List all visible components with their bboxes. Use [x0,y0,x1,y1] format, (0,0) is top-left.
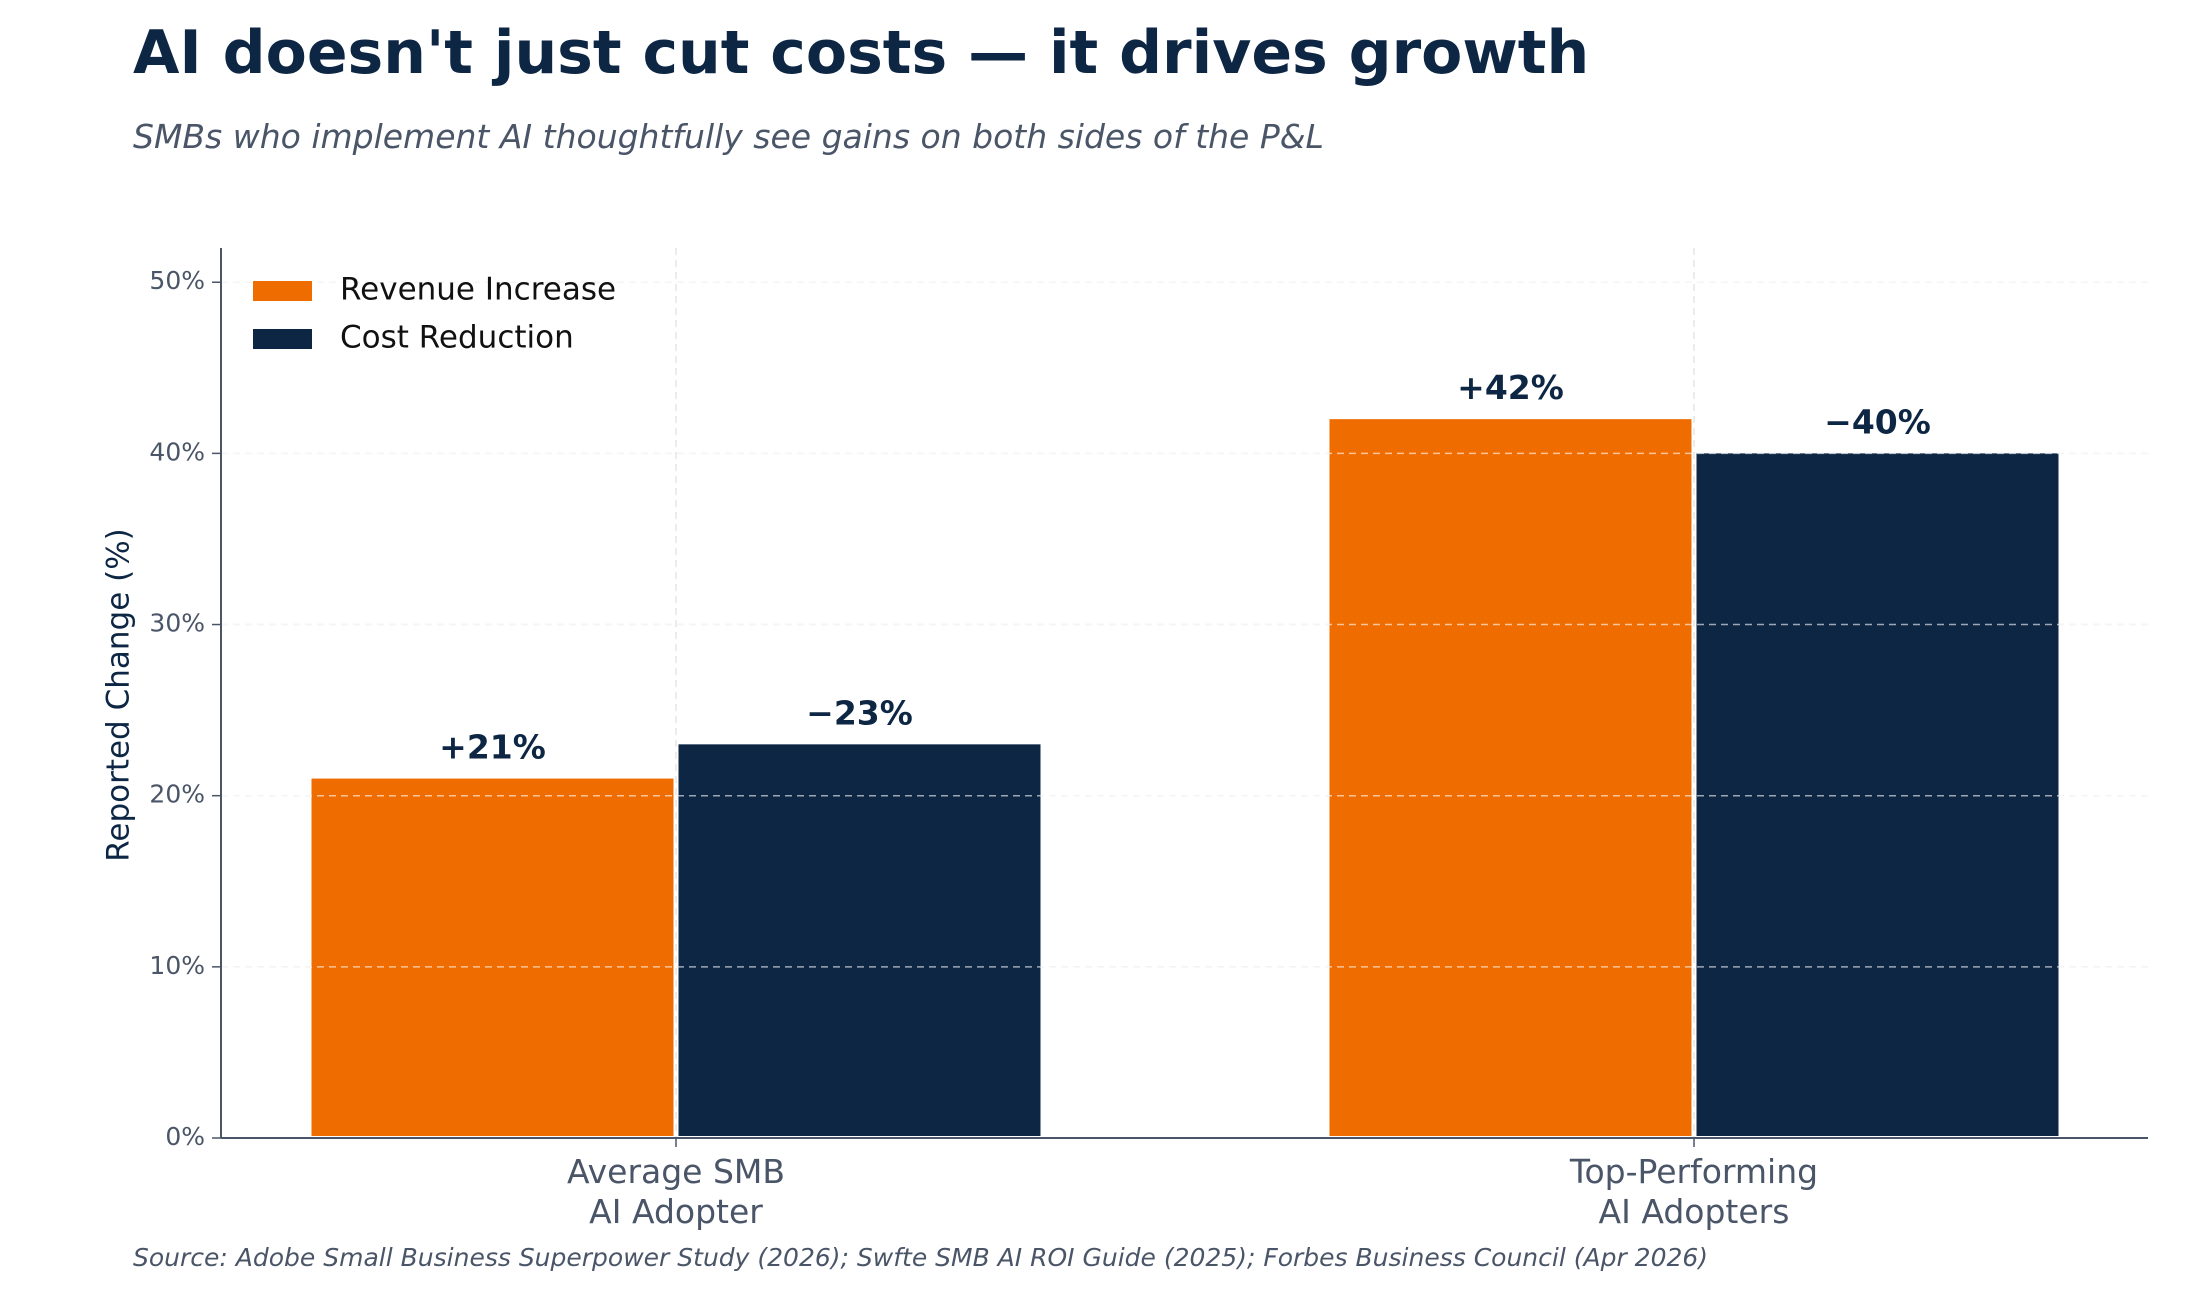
chart-title: AI doesn't just cut costs — it drives gr… [133,18,1590,88]
y-tick-label: 20% [149,780,205,809]
y-tick-label: 30% [149,609,205,638]
legend-swatch [253,329,312,349]
bar-revenue-increase [311,778,674,1136]
bar-revenue-increase [1329,419,1692,1137]
chart-subtitle: SMBs who implement AI thoughtfully see g… [133,117,1324,156]
bar-cost-reduction [678,744,1041,1136]
legend-label: Revenue Increase [340,272,616,308]
source-note: Source: Adobe Small Business Superpower … [133,1243,1709,1272]
legend: Revenue Increase Cost Reduction [253,272,616,356]
bar-value-label: +42% [1457,368,1564,407]
y-axis-title: Reported Change (%) [101,528,137,862]
legend-swatch [253,281,312,301]
grid-lines-over-bars [221,281,2148,968]
legend-label: Cost Reduction [340,320,574,356]
bar-value-labels: +21% −23% +42% −40% [439,368,1931,766]
x-category-label: AI Adopters [1599,1192,1790,1231]
bar-cost-reduction [1696,453,2059,1136]
x-category-label: Average SMB [567,1152,785,1191]
y-tick-label: 50% [149,266,205,295]
y-tick-label: 0% [165,1122,205,1151]
y-tick-label: 40% [149,437,205,466]
bar-value-label: −23% [806,693,913,732]
bar-value-label: −40% [1824,402,1931,441]
x-category-label: AI Adopter [589,1192,763,1231]
bars [311,419,2059,1137]
x-category-label: Top-Performing [1569,1152,1818,1191]
y-tick-label: 10% [149,951,205,980]
bar-value-label: +21% [439,728,546,767]
